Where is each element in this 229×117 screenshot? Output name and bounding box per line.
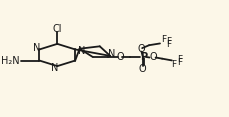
Text: F: F [165, 40, 170, 49]
Text: H₂N: H₂N [1, 56, 20, 66]
Text: O: O [137, 44, 145, 54]
Text: F: F [171, 60, 176, 69]
Text: F: F [161, 35, 166, 44]
Text: N: N [77, 46, 85, 56]
Text: Cl: Cl [52, 24, 62, 34]
Text: N: N [51, 63, 58, 73]
Text: P: P [140, 52, 147, 62]
Text: F: F [177, 58, 182, 67]
Text: N: N [107, 49, 114, 59]
Text: F: F [166, 37, 171, 46]
Text: O: O [138, 64, 146, 74]
Text: O: O [149, 52, 157, 62]
Text: O: O [116, 52, 123, 62]
Text: N: N [33, 43, 40, 53]
Text: F: F [177, 55, 182, 64]
